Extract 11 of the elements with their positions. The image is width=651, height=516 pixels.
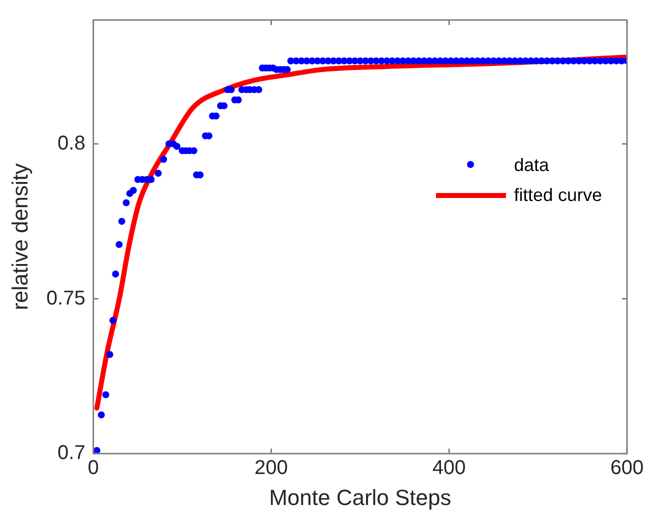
x-tick-label: 400 <box>432 457 466 480</box>
x-tick-label: 200 <box>254 457 288 480</box>
x-tick-label: 0 <box>88 457 99 480</box>
y-tick-label: 0.75 <box>46 287 86 310</box>
x-tick-label: 600 <box>610 457 644 480</box>
y-tick-label: 0.7 <box>58 442 86 464</box>
legend-label: fitted curve <box>514 184 602 208</box>
y-axis-title: relative density <box>7 163 32 310</box>
x-axis-title: Monte Carlo Steps <box>269 484 452 510</box>
legend-label: data <box>514 154 549 178</box>
y-tick-label: 0.8 <box>58 132 86 154</box>
